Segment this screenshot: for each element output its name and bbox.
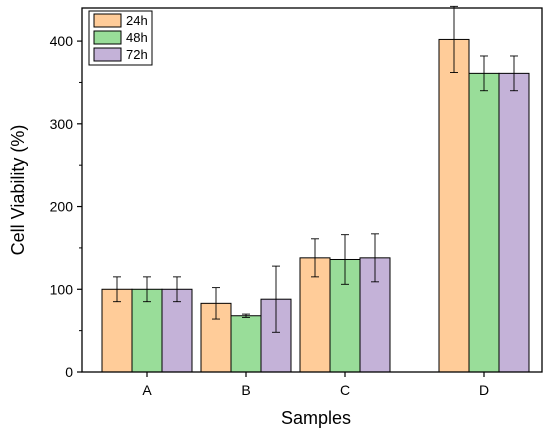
bar-A-24h: [101, 288, 133, 373]
error-bar-D-72h: [510, 55, 518, 92]
bar-D-24h: [438, 38, 470, 373]
error-bar-B-48h: [242, 313, 250, 318]
error-bar-C-48h: [341, 234, 349, 285]
legend-swatch-72h: [93, 47, 122, 62]
plot-frame: [81, 7, 543, 373]
error-bars-layer: [113, 5, 518, 333]
error-bar-A-72h: [173, 276, 181, 303]
legend-label-48h: 48h: [126, 30, 148, 45]
error-bar-B-72h: [272, 265, 280, 333]
error-bar-C-72h: [371, 233, 379, 283]
legend-swatch-48h: [93, 30, 122, 45]
y-tick-label-200: 200: [50, 199, 74, 215]
x-tick-label-B: B: [241, 382, 250, 398]
error-bar-C-24h: [311, 238, 319, 278]
x-tick-label-A: A: [142, 382, 152, 398]
bar-B-48h: [230, 315, 262, 373]
legend-swatch-24h: [93, 13, 122, 28]
y-tick-label-300: 300: [50, 116, 74, 132]
x-tick-label-C: C: [340, 382, 350, 398]
legend-label-72h: 72h: [126, 47, 148, 62]
bars-layer: [101, 38, 530, 373]
error-bar-D-48h: [480, 55, 488, 92]
y-tick-label-100: 100: [50, 281, 74, 297]
error-bar-B-24h: [212, 287, 220, 320]
y-tick-label-0: 0: [65, 364, 73, 380]
bar-D-72h: [498, 72, 530, 373]
error-bar-D-24h: [450, 5, 458, 73]
error-bar-A-24h: [113, 276, 121, 303]
x-axis-title: Samples: [281, 408, 351, 428]
x-axis: A B C D: [142, 372, 489, 398]
bar-D-48h: [468, 72, 500, 373]
y-tick-label-400: 400: [50, 33, 74, 49]
bar-A-48h: [131, 288, 163, 373]
y-axis-title: Cell Viability (%): [8, 125, 28, 256]
x-tick-label-D: D: [479, 382, 489, 398]
y-axis: 0 100 200 300 400: [50, 33, 82, 380]
error-bar-A-48h: [143, 276, 151, 303]
legend-label-24h: 24h: [126, 13, 148, 28]
legend: 24h 48h 72h: [88, 10, 153, 66]
